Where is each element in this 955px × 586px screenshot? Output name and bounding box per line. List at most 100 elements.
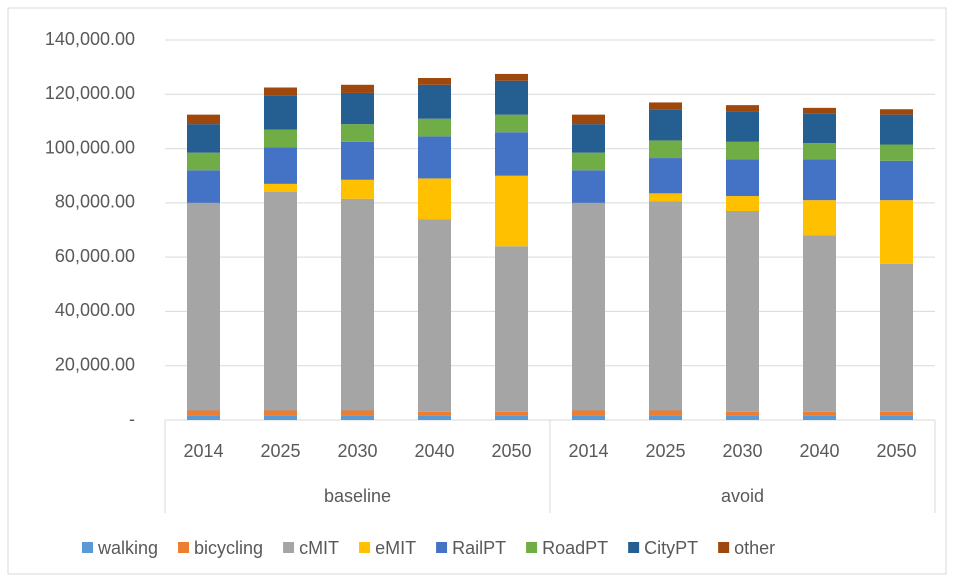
legend-swatch [359,542,371,553]
bar-segment [572,202,605,411]
bar-segment [726,159,759,197]
bar-segment [341,141,374,180]
bar-segment [341,179,374,199]
bar-segment [803,107,836,114]
bar-segment [264,87,297,96]
bar-segment [418,78,451,85]
bar-segment [264,183,297,192]
bar-segment [726,105,759,112]
bar-segment [264,147,297,184]
x-tick-label: 2030 [722,441,762,461]
bar-segment [187,124,220,153]
bar-segment [726,411,759,416]
bar-segment [572,152,605,171]
bar-segment [649,102,682,110]
x-tick-label: 2050 [491,441,531,461]
bar-segment [726,111,759,142]
bar-segment [264,192,297,411]
bar-segment [803,200,836,236]
legend-swatch [82,542,93,553]
x-tick-label: 2014 [568,441,608,461]
bar-segment [572,410,605,416]
bar-segment [187,415,220,420]
bar-segment [418,411,451,416]
bar-segment [803,143,836,160]
bar-segment [649,410,682,416]
y-tick-label: 60,000.00 [55,246,135,266]
legend-label: eMIT [375,538,416,558]
bar-segment [495,114,528,133]
bar-segment [264,415,297,420]
bar-segment [649,415,682,420]
bar-segment [495,246,528,412]
bar-segment [341,84,374,93]
chart-border [7,7,947,575]
bar-segment [418,118,451,137]
bar-segment [341,415,374,420]
legend-label: CityPT [644,538,698,558]
bar-segment [187,202,220,411]
bar-segment [264,410,297,416]
bar-segment [649,201,682,411]
x-tick-label: 2014 [183,441,223,461]
bar-segment [495,73,528,81]
y-tick-label: - [129,409,135,429]
legend-swatch [628,542,640,553]
bar-segment [649,140,682,159]
bar-segment [880,411,913,416]
group-label: avoid [721,486,764,506]
bar-segment [495,80,528,115]
legend-label: cMIT [299,538,339,558]
bar-segment [418,415,451,420]
bar-segment [803,235,836,412]
y-tick-label: 140,000.00 [45,29,135,49]
bar-segment [726,141,759,160]
bar-segment [880,109,913,115]
bar-segment [649,109,682,141]
legend-label: bicycling [194,538,263,558]
group-label: baseline [324,486,391,506]
legend-swatch [283,542,295,553]
bar-segment [880,263,913,412]
bar-segment [418,136,451,179]
bar-segment [187,410,220,416]
y-tick-label: 80,000.00 [55,192,135,212]
bar-segment [880,200,913,264]
bar-segment [572,170,605,203]
bar-segment [418,178,451,220]
y-tick-label: 100,000.00 [45,137,135,157]
x-tick-label: 2025 [645,441,685,461]
x-tick-label: 2050 [876,441,916,461]
bar-segment [495,415,528,420]
x-tick-label: 2040 [799,441,839,461]
legend-label: other [734,538,775,558]
bar-segment [341,198,374,411]
bar-segment [649,193,682,202]
bar-segment [803,113,836,144]
bar-segment [572,114,605,125]
bar-segment [880,415,913,420]
bar-segment [495,411,528,416]
bar-segment [572,415,605,420]
bar-segment [726,196,759,211]
bar-segment [726,415,759,420]
legend-label: RailPT [452,538,506,558]
bar-segment [649,158,682,194]
bar-segment [803,411,836,416]
legend-swatch [178,542,190,553]
bar-segment [803,159,836,201]
bar-segment [495,175,528,247]
bar-segment [880,144,913,161]
x-tick-label: 2040 [414,441,454,461]
bar-segment [880,114,913,145]
x-tick-label: 2030 [337,441,377,461]
bar-segment [341,124,374,142]
bar-segment [418,219,451,412]
bar-segment [726,211,759,412]
bar-segment [572,124,605,153]
bar-segment [187,152,220,171]
bar-segment [341,92,374,125]
bar-segment [187,170,220,203]
legend-swatch [526,542,538,553]
